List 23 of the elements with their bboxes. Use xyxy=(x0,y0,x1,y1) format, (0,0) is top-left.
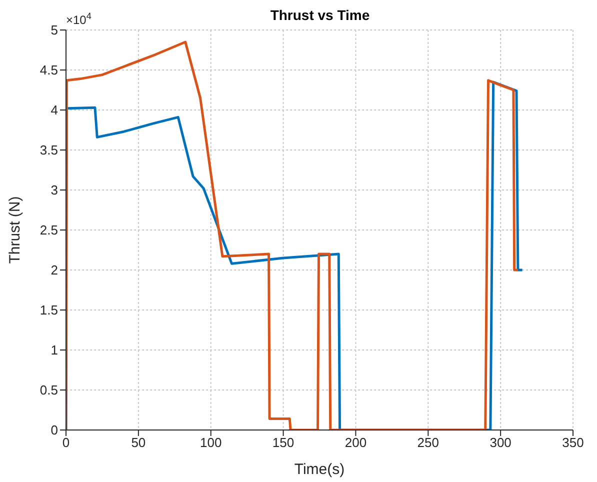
x-axis-title: Time(s) xyxy=(294,461,345,478)
chart-title: Thrust vs Time xyxy=(270,7,370,23)
x-tick-label: 100 xyxy=(200,435,222,450)
x-tick-label: 0 xyxy=(62,435,70,450)
x-tick-label: 350 xyxy=(562,435,584,450)
y-tick-label: 2.5 xyxy=(40,222,58,238)
y-axis-title: Thrust (N) xyxy=(6,196,24,264)
y-tick-label: 2 xyxy=(50,262,58,278)
x-tick-label: 50 xyxy=(131,435,146,450)
text: ×10$^{4}$ xyxy=(66,11,92,27)
y-tick-label: 3.5 xyxy=(40,142,58,158)
y-tick-label: 0.5 xyxy=(40,382,58,398)
y-tick-label: 5 xyxy=(50,22,58,38)
y-tick-label: 0 xyxy=(50,422,58,438)
x-tick-label: 150 xyxy=(272,435,294,450)
y-tick-label: 3 xyxy=(50,182,58,198)
y-tick-label: 4 xyxy=(50,102,58,118)
y-tick-label: 1 xyxy=(50,342,58,358)
x-tick-label: 200 xyxy=(344,435,367,450)
x-tick-label: 300 xyxy=(490,435,512,450)
y-tick-label: 4.5 xyxy=(40,62,58,78)
x-tick-label: 250 xyxy=(417,435,439,450)
y-tick-label: 1.5 xyxy=(40,302,58,318)
